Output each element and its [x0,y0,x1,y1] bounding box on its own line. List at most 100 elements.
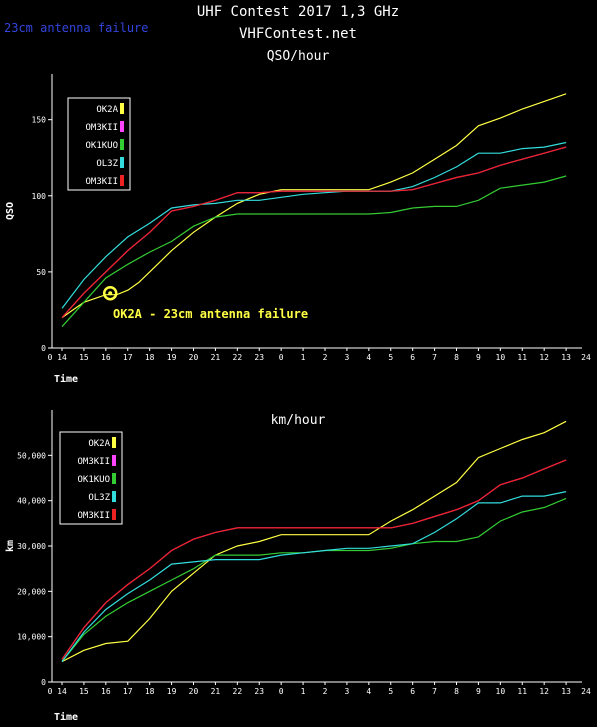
x-axis-label: Time [54,373,78,385]
x-tick-label: 24 [581,353,591,362]
legend-box [59,431,123,525]
x-tick-label: 0 [279,353,284,362]
x-tick-label: 19 [167,353,177,362]
x-tick-label: 18 [145,353,155,362]
x-tick-label: 9 [476,687,481,696]
x-tick-label: 4 [366,353,371,362]
y-tick-label: 150 [32,116,47,125]
y-tick-label: 10,000 [17,633,46,642]
legend-entry-label: OL3Z [96,159,118,169]
x-tick-label: 5 [388,687,393,696]
x-tick-label: 2 [323,687,328,696]
legend-entry-label: OK1KUO [77,475,110,485]
x-tick-label: 7 [432,687,437,696]
x-tick-label: 6 [410,353,415,362]
x-tick-label: 10 [496,687,506,696]
legend-swatch [120,103,124,114]
x-tick-label: 17 [123,353,133,362]
x-tick-label: 2 [323,353,328,362]
annotation-text: OK2A - 23cm antenna failure [113,307,308,321]
x-tick-label: 7 [432,353,437,362]
y-tick-label: 40,000 [17,497,46,506]
series-line-ok1kuo [61,497,567,662]
y-tick-label: 30,000 [17,542,46,551]
y-tick-label: 50,000 [17,451,46,460]
series-line-ok2a [61,93,567,319]
x-tick-label: 0 [48,687,53,696]
legend-swatch [112,509,116,520]
series-line-ol3z [61,141,567,309]
legend-swatch [120,157,124,168]
legend-swatch [112,455,116,466]
x-tick-label: 16 [101,687,111,696]
x-tick-label: 24 [581,687,591,696]
legend-entry-label: OM3KII [77,511,110,521]
x-tick-label: 13 [561,687,571,696]
y-tick-label: 20,000 [17,587,46,596]
x-tick-label: 5 [388,353,393,362]
x-tick-label: 0 [279,687,284,696]
annotation-marker [102,285,118,301]
x-tick-label: 12 [539,353,549,362]
x-tick-label: 15 [79,687,89,696]
chart-title: QSO/hour [267,49,330,64]
x-tick-label: 22 [233,353,243,362]
annotation-marker-dot [108,291,113,296]
x-tick-label: 18 [145,687,155,696]
legend-entry-label: OM3KII [85,177,118,187]
x-tick-label: 19 [167,687,177,696]
series-line-ok1kuo [61,175,567,328]
legend-swatch [112,437,116,448]
x-tick-label: 13 [561,353,571,362]
x-tick-label: 23 [254,353,264,362]
chart-title: km/hour [271,413,326,428]
x-tick-label: 14 [57,353,67,362]
x-tick-label: 0 [48,353,53,362]
series-line-om3kii [61,459,567,660]
legend-swatch [112,473,116,484]
legend-entry-label: OK2A [96,105,118,115]
x-tick-label: 22 [233,687,243,696]
y-axis-label: QSO [5,202,16,220]
x-tick-label: 11 [517,353,527,362]
legend-swatch [120,139,124,150]
y-tick-label: 100 [32,192,47,201]
legend-entry-label: OK2A [88,439,110,449]
y-tick-label: 0 [41,344,46,353]
x-tick-label: 9 [476,353,481,362]
x-tick-label: 23 [254,687,264,696]
x-tick-label: 11 [517,687,527,696]
x-tick-label: 8 [454,353,459,362]
y-tick-label: 0 [41,678,46,687]
x-tick-label: 17 [123,687,133,696]
x-tick-label: 8 [454,687,459,696]
x-tick-label: 14 [57,687,67,696]
series-line-om3kii [61,146,567,319]
page-title: UHF Contest 2017 1,3 GHz [197,4,399,20]
x-tick-label: 21 [211,353,221,362]
x-tick-label: 6 [410,687,415,696]
x-tick-label: 12 [539,687,549,696]
legend-entry-label: OM3KII [77,457,110,467]
series-line-ol3z [61,491,567,662]
x-tick-label: 16 [101,353,111,362]
x-tick-label: 10 [496,353,506,362]
legend-entry-label: OL3Z [88,493,110,503]
y-axis-label: km [5,540,16,552]
legend-swatch [120,121,124,132]
corner-note: 23cm antenna failure [4,21,149,35]
x-tick-label: 1 [301,687,306,696]
legend-entry-label: OK1KUO [85,141,118,151]
x-tick-label: 3 [345,687,350,696]
x-tick-label: 15 [79,353,89,362]
x-tick-label: 1 [301,353,306,362]
legend-entry-label: OM3KII [85,123,118,133]
series-line-ok2a [61,420,567,663]
legend-box [67,97,131,191]
y-tick-label: 50 [36,268,46,277]
x-tick-label: 21 [211,687,221,696]
site-name: VHFContest.net [239,26,357,42]
